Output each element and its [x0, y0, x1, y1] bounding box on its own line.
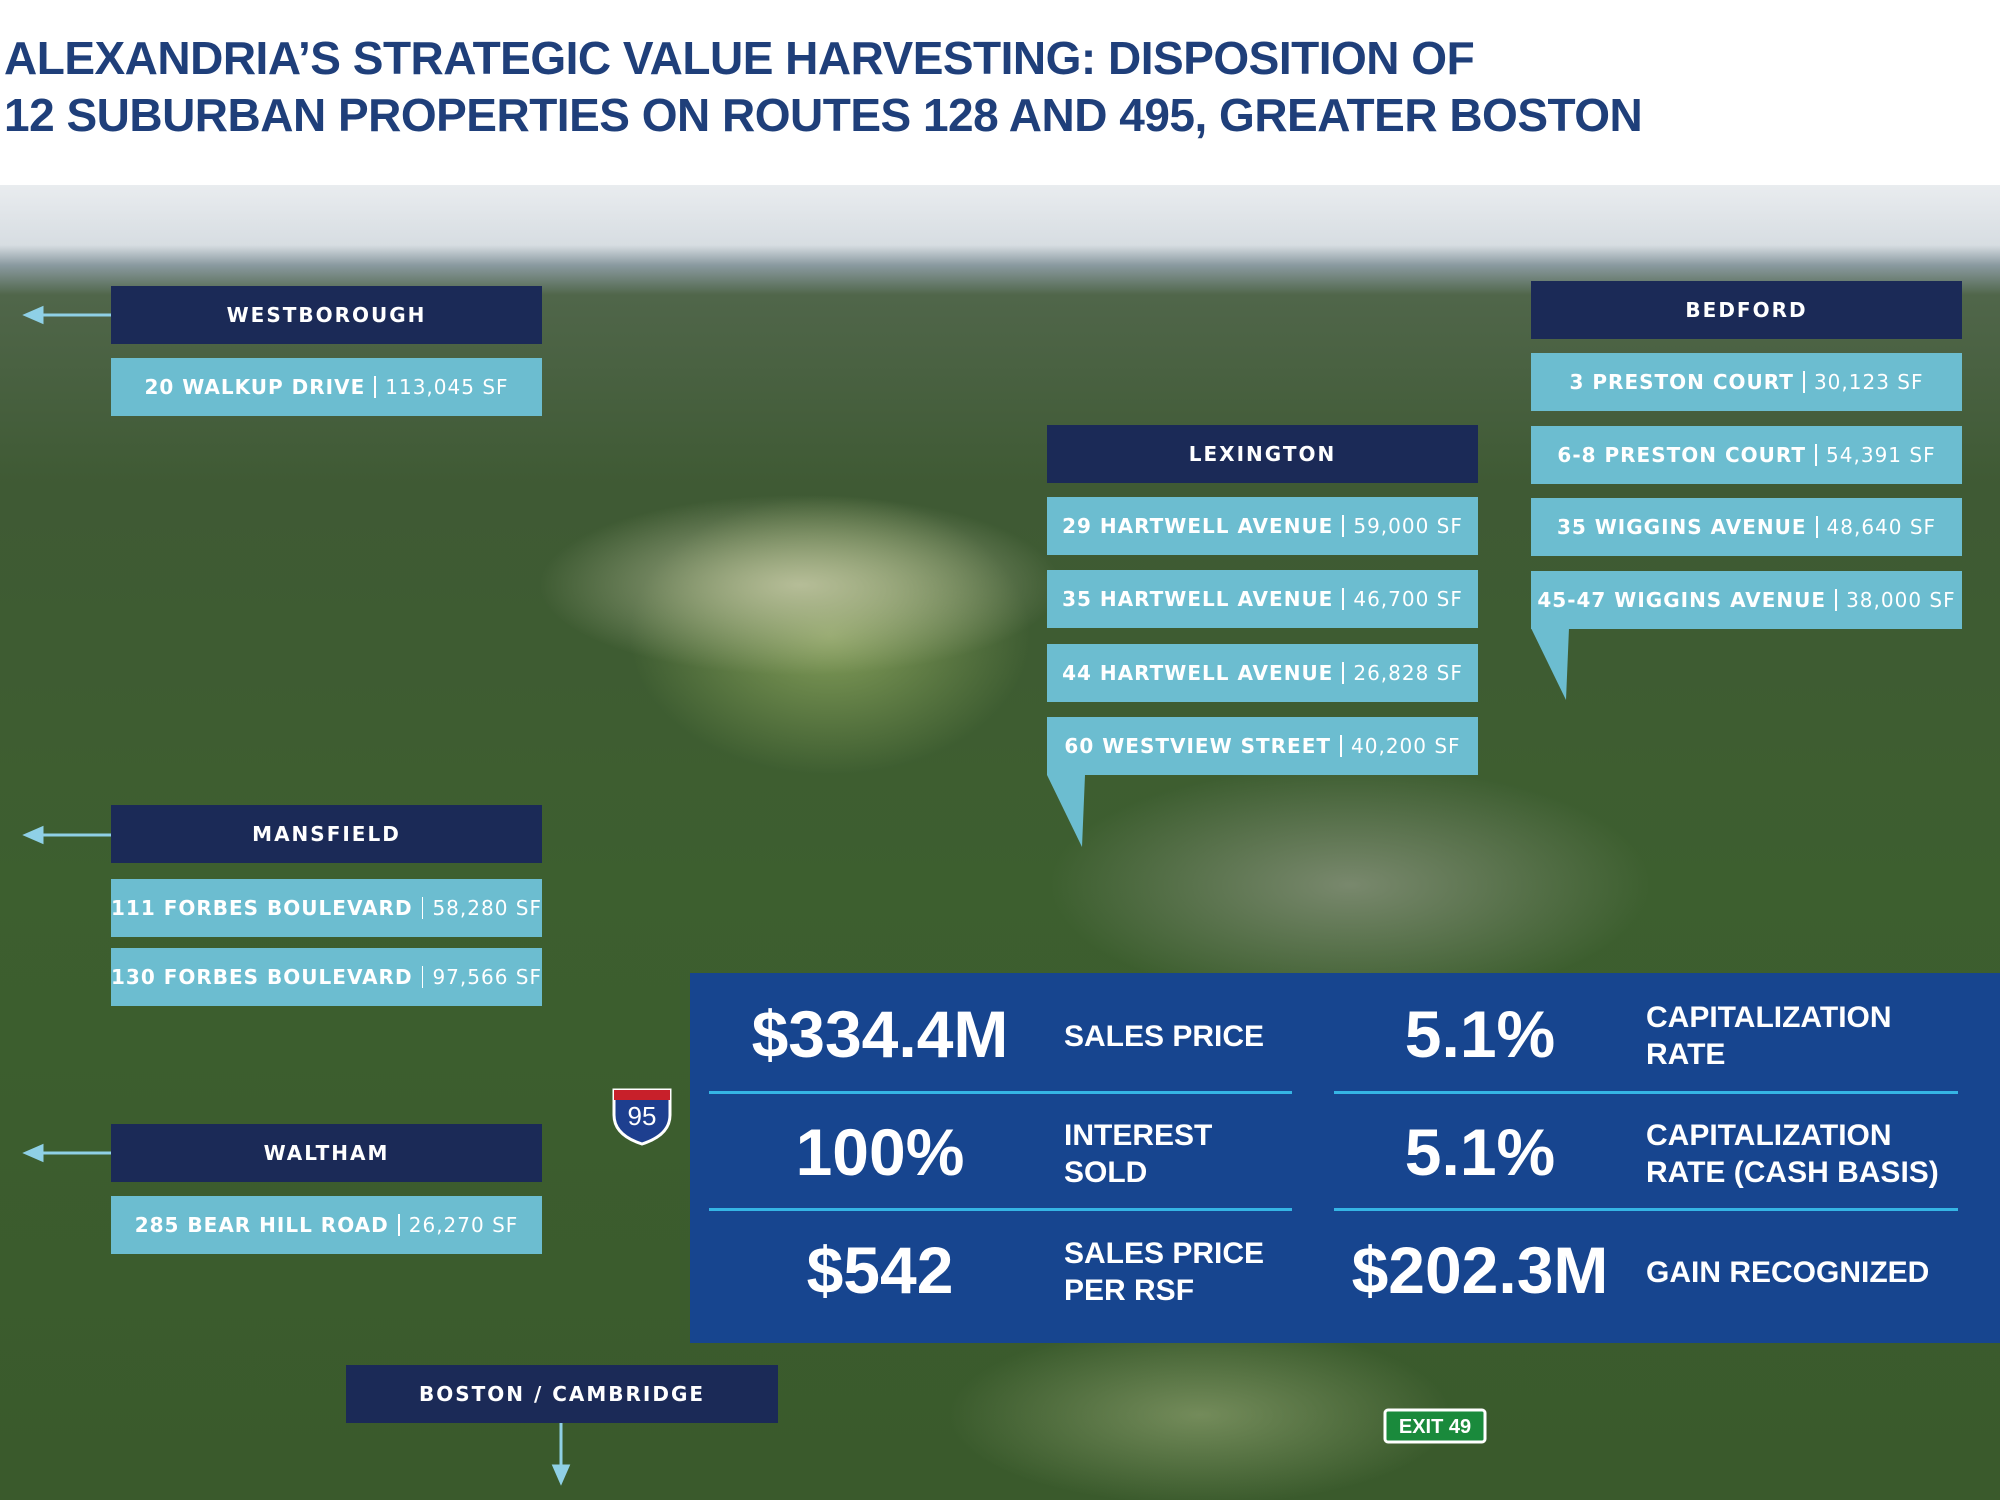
metric-label-line: RATE (CASH BASIS): [1646, 1156, 1939, 1189]
arrows: [22, 305, 571, 1486]
property-box: 60 WESTVIEW STREET 40,200 SF: [1047, 716, 1478, 775]
property-name: 60 WESTVIEW STREET: [1064, 733, 1332, 758]
property-box: 35 WIGGINS AVENUE 48,640 SF: [1531, 498, 1962, 556]
metric-label: SALES PRICE PER RSF: [1064, 1235, 1264, 1309]
separator: [421, 897, 424, 919]
metric-label-line: INTEREST: [1064, 1119, 1213, 1152]
property-name: 20 WALKUP DRIVE: [144, 375, 366, 399]
divider: [709, 1091, 1292, 1094]
property-size: 26,828 SF: [1353, 660, 1463, 685]
separator: [1342, 661, 1345, 684]
location-header: WESTBOROUGH: [111, 286, 542, 344]
separator: [1835, 588, 1838, 611]
exit-sign: EXIT 49: [1383, 1408, 1487, 1444]
property-name: 285 BEAR HILL ROAD: [134, 1213, 389, 1237]
separator: [374, 376, 377, 398]
title-line: 12 SUBURBAN PROPERTIES ON ROUTES 128 AND…: [4, 89, 1643, 141]
metric-value: $542: [806, 1233, 954, 1307]
metric-label-line: SOLD: [1064, 1156, 1148, 1189]
metric-value: 100%: [795, 1115, 965, 1189]
property-size: 97,566 SF: [432, 965, 542, 989]
metric-label: CAPITALIZATION RATE (CASH BASIS): [1646, 1117, 1939, 1191]
callout-pointer: [1531, 628, 1569, 700]
property-box: 44 HARTWELL AVENUE 26,828 SF: [1047, 643, 1478, 702]
metric-label-line: GAIN RECOGNIZED: [1646, 1255, 1930, 1289]
property-size: 59,000 SF: [1353, 514, 1463, 538]
separator: [1802, 371, 1805, 393]
metric-label-line: CAPITALIZATION: [1646, 1001, 1892, 1034]
property-box: 130 FORBES BOULEVARD 97,566 SF: [111, 948, 542, 1006]
property-name: 35 WIGGINS AVENUE: [1556, 515, 1807, 539]
metric-label: CAPITALIZATION RATE: [1646, 999, 1892, 1073]
separator: [1340, 734, 1343, 757]
metric-label-line: SALES PRICE: [1064, 1019, 1265, 1053]
separator: [421, 966, 424, 988]
location-header: LEXINGTON: [1047, 425, 1478, 483]
separator: [1342, 588, 1345, 611]
separator: [1815, 516, 1818, 538]
metric-value: $202.3M: [1351, 1233, 1609, 1307]
property-box: 29 HARTWELL AVENUE 59,000 SF: [1047, 497, 1478, 555]
property-size: 54,391 SF: [1826, 442, 1936, 467]
property-name: 130 FORBES BOULEVARD: [111, 965, 413, 989]
metrics-panel: $334.4M SALES PRICE 100% INTEREST SOLD $542 SA…: [690, 973, 2000, 1343]
property-name: 45-47 WIGGINS AVENUE: [1537, 587, 1827, 612]
property-size: 40,200 SF: [1351, 733, 1461, 758]
metric-label-line: PER RSF: [1064, 1274, 1195, 1307]
metric-value: $334.4M: [751, 997, 1009, 1071]
metric-label: GAIN RECOGNIZED: [1646, 1254, 1929, 1291]
property-size: 113,045 SF: [385, 375, 509, 399]
divider: [1334, 1208, 1958, 1211]
metric-label-line: RATE: [1646, 1038, 1726, 1071]
property-box: 111 FORBES BOULEVARD 58,280 SF: [111, 879, 542, 937]
metric-label-line: CAPITALIZATION: [1646, 1119, 1892, 1152]
location-header: BEDFORD: [1531, 281, 1962, 339]
property-size: 48,640 SF: [1826, 515, 1937, 539]
property-name: 29 HARTWELL AVENUE: [1062, 514, 1334, 538]
property-box: 35 HARTWELL AVENUE 46,700 SF: [1047, 570, 1478, 629]
metric-value: 5.1%: [1404, 1115, 1556, 1189]
property-box: 20 WALKUP DRIVE 113,045 SF: [111, 358, 542, 416]
property-name: 111 FORBES BOULEVARD: [111, 896, 413, 920]
property-size: 26,270 SF: [408, 1213, 519, 1237]
property-box: 3 PRESTON COURT 30,123 SF: [1531, 353, 1962, 411]
property-size: 46,700 SF: [1353, 587, 1463, 612]
separator: [397, 1214, 400, 1236]
title-line: ALEXANDRIA’S STRATEGIC VALUE HARVESTING:…: [4, 32, 1475, 84]
metric-label: INTEREST SOLD: [1064, 1117, 1212, 1191]
property-name: 44 HARTWELL AVENUE: [1062, 660, 1334, 685]
divider: [709, 1208, 1292, 1211]
destination-header: BOSTON / CAMBRIDGE: [346, 1365, 778, 1423]
title: ALEXANDRIA’S STRATEGIC VALUE HARVESTING:…: [4, 30, 1643, 144]
divider: [1334, 1091, 1958, 1094]
shield-label: 95: [628, 1101, 657, 1131]
property-box: 45-47 WIGGINS AVENUE 38,000 SF: [1531, 570, 1962, 629]
property-name: 35 HARTWELL AVENUE: [1062, 587, 1334, 612]
separator: [1815, 443, 1818, 466]
property-size: 38,000 SF: [1846, 587, 1956, 612]
metric-value: 5.1%: [1404, 997, 1556, 1071]
property-box: 6-8 PRESTON COURT 54,391 SF: [1531, 425, 1962, 484]
property-name: 6-8 PRESTON COURT: [1557, 442, 1807, 467]
property-name: 3 PRESTON COURT: [1569, 370, 1794, 394]
exit-label: EXIT 49: [1399, 1416, 1471, 1438]
separator: [1342, 515, 1345, 537]
property-box: 285 BEAR HILL ROAD 26,270 SF: [111, 1196, 542, 1254]
metric-label: SALES PRICE: [1064, 1018, 1264, 1055]
location-header: WALTHAM: [111, 1124, 542, 1182]
metric-label-line: SALES PRICE: [1064, 1237, 1265, 1270]
location-header: MANSFIELD: [111, 805, 542, 863]
property-size: 58,280 SF: [432, 896, 542, 920]
callout-pointer: [1047, 775, 1085, 847]
interstate-shield: 95: [612, 1088, 672, 1146]
property-size: 30,123 SF: [1813, 370, 1924, 394]
